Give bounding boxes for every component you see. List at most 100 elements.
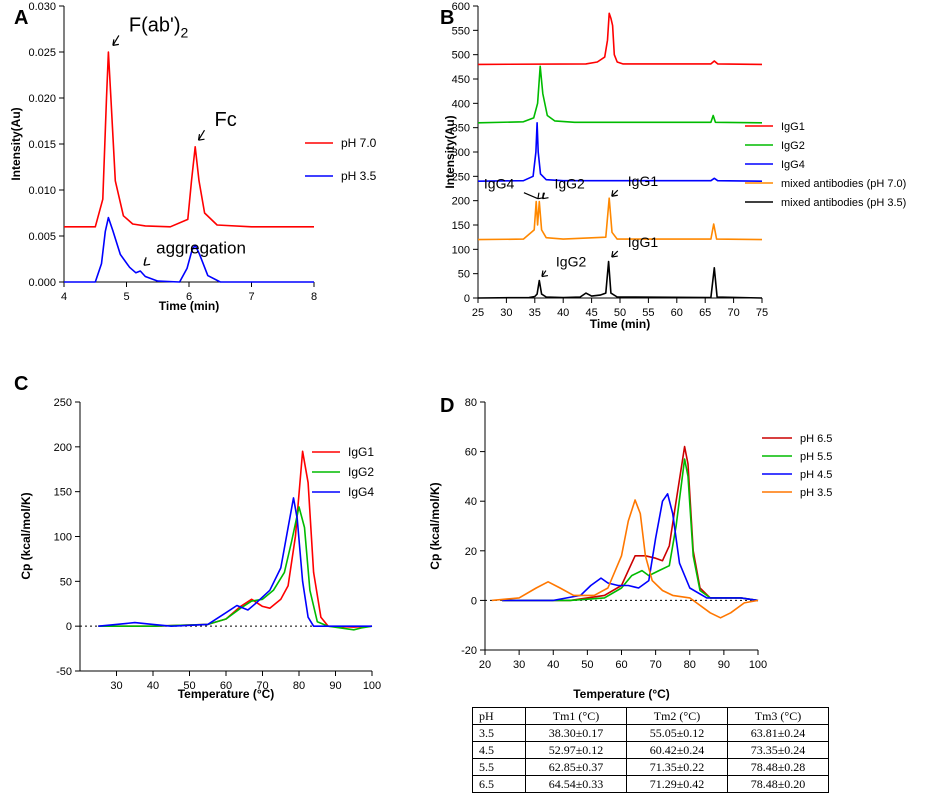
annotation-label: IgG2 [556, 254, 587, 270]
x-tick-label: 20 [479, 659, 491, 671]
x-tick-label: 90 [718, 659, 730, 671]
annotation-subscript: 2 [180, 24, 188, 40]
table-cell: 6.5 [472, 775, 526, 793]
annotation-arrowhead [541, 192, 549, 200]
x-tick-label: 4 [61, 291, 67, 303]
series-line [477, 197, 763, 241]
table-cell: 3.5 [472, 724, 526, 742]
table-cell: 63.81±0.24 [727, 724, 829, 742]
series-line [477, 65, 763, 124]
series-line [64, 51, 314, 228]
table-cell: 5.5 [472, 758, 526, 776]
annotation-label: IgG1 [628, 173, 659, 189]
legend-label: pH 3.5 [341, 169, 377, 183]
table-cell: 4.5 [472, 741, 526, 759]
legend-label: pH 7.0 [341, 136, 377, 150]
x-axis-label: Temperature (°C) [573, 687, 670, 701]
x-tick-label: 8 [311, 291, 317, 303]
x-tick-label: 25 [472, 307, 484, 319]
x-axis-label: Time (min) [590, 317, 650, 331]
y-tick-label: 600 [452, 1, 470, 13]
table-cell: 71.35±0.22 [626, 758, 728, 776]
x-tick-label: 70 [727, 307, 739, 319]
x-tick-label: 80 [293, 680, 305, 692]
y-tick-label: 0.015 [28, 139, 56, 151]
series-line [98, 450, 373, 628]
table-cell: 71.29±0.42 [626, 775, 728, 793]
x-tick-label: 40 [557, 307, 569, 319]
table-row: 6.5 64.54±0.33 71.29±0.42 78.48±0.20 [472, 775, 829, 793]
series-line [64, 216, 314, 283]
annotation-arrowhead [541, 270, 549, 278]
y-tick-label: 400 [452, 98, 470, 110]
x-tick-label: 30 [110, 680, 122, 692]
series-line [491, 499, 759, 619]
series-line [502, 458, 759, 602]
table-header-cell: Tm3 (°C) [727, 707, 829, 725]
y-tick-label: 0 [471, 595, 477, 607]
x-tick-label: 30 [513, 659, 525, 671]
legend-label: IgG1 [348, 445, 374, 459]
x-tick-label: 30 [500, 307, 512, 319]
y-tick-label: 0.010 [28, 185, 56, 197]
y-tick-label: 50 [458, 269, 470, 281]
y-tick-label: 550 [452, 25, 470, 37]
table-header-row: pH Tm1 (°C) Tm2 (°C) Tm3 (°C) [472, 707, 829, 725]
x-axis-label: Time (min) [159, 299, 219, 313]
panel-label: D [440, 395, 454, 417]
x-tick-label: 7 [248, 291, 254, 303]
y-tick-label: 0.000 [28, 277, 56, 289]
table-cell: 52.97±0.12 [525, 741, 627, 759]
y-tick-label: 150 [452, 220, 470, 232]
y-axis-label: Cp (kcal/mol/K) [428, 482, 442, 569]
y-tick-label: 100 [54, 532, 72, 544]
y-tick-label: 250 [54, 397, 72, 409]
y-tick-label: -50 [56, 666, 72, 678]
y-tick-label: 0.025 [28, 47, 56, 59]
table-header-cell: Tm2 (°C) [626, 707, 728, 725]
x-tick-label: 60 [220, 680, 232, 692]
x-tick-label: 70 [650, 659, 662, 671]
annotation-arrowhead [112, 39, 119, 46]
series-line [477, 260, 763, 299]
legend-label: pH 4.5 [800, 469, 832, 481]
legend-label: mixed antibodies (pH 3.5) [781, 197, 906, 209]
legend-label: IgG1 [781, 121, 805, 133]
annotation-arrow [197, 129, 206, 141]
x-tick-label: 5 [123, 291, 129, 303]
x-tick-label: 45 [585, 307, 597, 319]
legend-label: pH 5.5 [800, 451, 832, 463]
x-tick-label: 50 [183, 680, 195, 692]
y-axis-label: Intensity(Au) [443, 115, 457, 188]
legend-label: IgG4 [348, 485, 374, 499]
legend-label: IgG2 [781, 140, 805, 152]
series-line [98, 506, 373, 631]
x-tick-label: 60 [615, 659, 627, 671]
annotation-label: IgG1 [628, 234, 659, 250]
y-tick-label: 200 [54, 442, 72, 454]
x-tick-label: 40 [547, 659, 559, 671]
table-header-cell: pH [472, 707, 526, 725]
y-tick-label: 60 [465, 447, 477, 459]
panel-label: B [440, 7, 454, 29]
series-line [98, 497, 372, 627]
legend-label: pH 6.5 [800, 433, 832, 445]
y-tick-label: 80 [465, 397, 477, 409]
x-tick-label: 55 [642, 307, 654, 319]
x-axis-label: Temperature (°C) [178, 687, 275, 701]
y-tick-label: 0.005 [28, 231, 56, 243]
annotation-arrow [112, 35, 120, 46]
y-tick-label: 350 [452, 123, 470, 135]
table-cell: 78.48±0.28 [727, 758, 829, 776]
table-cell: 55.05±0.12 [626, 724, 728, 742]
y-tick-label: 0.020 [28, 93, 56, 105]
y-tick-label: 0.030 [28, 1, 56, 13]
y-tick-label: -20 [461, 645, 477, 657]
x-tick-label: 75 [756, 307, 768, 319]
series-line [477, 122, 763, 182]
y-tick-label: 450 [452, 74, 470, 86]
table-cell: 62.85±0.37 [525, 758, 627, 776]
table-row: 4.5 52.97±0.12 60.42±0.24 73.35±0.24 [472, 741, 829, 759]
y-tick-label: 300 [452, 147, 470, 159]
